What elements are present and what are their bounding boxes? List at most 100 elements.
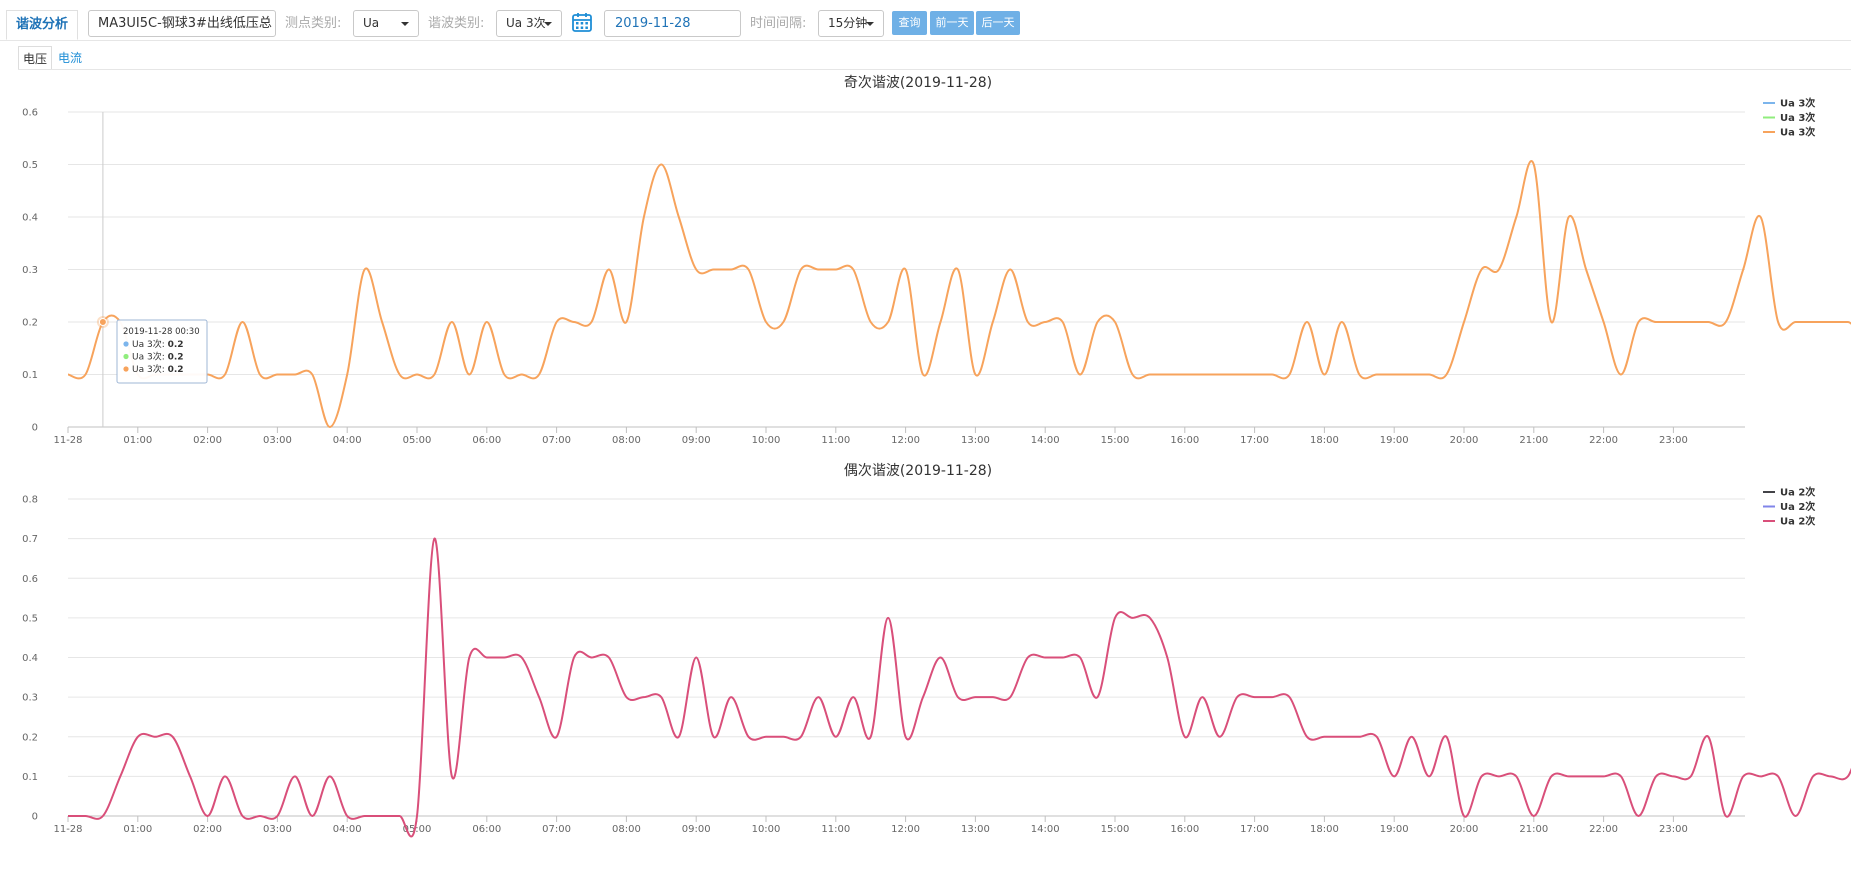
tooltip-row-label: Ua 3次: [132, 363, 168, 375]
x-tick-label: 06:00 [472, 435, 501, 446]
x-tick-label: 16:00 [1170, 435, 1199, 446]
x-tick-label: 06:00 [472, 824, 501, 835]
tooltip-row: Ua 3次: 0.2 [132, 338, 184, 350]
legend-item: Ua 2次 [1780, 515, 1815, 528]
harmonic-type-label: 谐波类别: [428, 16, 485, 31]
series-line-3 [68, 537, 1851, 838]
tooltip-row-label: Ua 3次: [132, 338, 168, 350]
x-tick-label: 14:00 [1031, 824, 1060, 835]
x-tick-label: 18:00 [1310, 435, 1339, 446]
x-tick-label: 04:00 [333, 824, 362, 835]
x-tick-label: 12:00 [891, 435, 920, 446]
y-tick-label: 0.4 [22, 653, 38, 664]
x-tick-label: 01:00 [123, 824, 152, 835]
interval-label: 时间间隔: [750, 16, 807, 31]
y-tick-label: 0.1 [22, 772, 38, 783]
x-tick-label: 05:00 [403, 435, 432, 446]
tooltip-row-value: 0.2 [168, 340, 184, 350]
subtab-divider [18, 69, 1851, 70]
x-tick-label: 15:00 [1101, 435, 1130, 446]
tooltip-row-value: 0.2 [168, 353, 184, 363]
legend-item: Ua 2次 [1780, 500, 1815, 513]
prev-day-button[interactable]: 前一天 [930, 11, 974, 35]
y-tick-label: 0.8 [22, 495, 38, 506]
x-tick-label: 04:00 [333, 435, 362, 446]
legend-item: Ua 3次 [1780, 126, 1815, 139]
y-tick-label: 0.5 [22, 160, 38, 171]
legend-item: Ua 3次 [1780, 97, 1815, 110]
x-tick-label: 15:00 [1101, 824, 1130, 835]
x-tick-label: 19:00 [1380, 824, 1409, 835]
chevron-down-icon [401, 22, 409, 26]
point-type-value: Ua [363, 16, 380, 30]
x-tick-label: 13:00 [961, 824, 990, 835]
y-tick-label: 0.2 [22, 732, 38, 743]
x-tick-label: 11:00 [821, 824, 850, 835]
chart-2: 偶次谐波(2019-11-28) 0 0.1 0.2 0.3 0.4 0.5 0.6 0.7 0.… [22, 463, 1851, 838]
x-tick-label: 09:00 [682, 435, 711, 446]
x-tick-label: 12:00 [891, 824, 920, 835]
x-tick-label: 11:00 [821, 435, 850, 446]
x-tick-label: 18:00 [1310, 824, 1339, 835]
x-tick-label: 22:00 [1589, 435, 1618, 446]
x-tick-label: 10:00 [752, 824, 781, 835]
chart-1: 奇次谐波(2019-11-28) 0 0.1 0.2 0.3 0.4 0.5 0.6 11-28… [22, 74, 1851, 446]
x-tick-label: 20:00 [1450, 435, 1479, 446]
x-tick-label: 17:00 [1240, 824, 1269, 835]
x-tick-label: 23:00 [1659, 435, 1688, 446]
y-tick-label: 0.5 [22, 613, 38, 624]
x-tick-label: 02:00 [193, 435, 222, 446]
series-line-3 [67, 160, 1851, 429]
y-tick-label: 0.6 [22, 108, 38, 119]
x-tick-label: 22:00 [1589, 824, 1618, 835]
x-tick-label: 13:00 [961, 435, 990, 446]
interval-dropdown[interactable]: 15分钟 [818, 10, 884, 37]
x-tick-label: 02:00 [193, 824, 222, 835]
next-day-button[interactable]: 后一天 [976, 11, 1020, 35]
x-tick-label: 03:00 [263, 824, 292, 835]
x-tick-label: 05:00 [403, 824, 432, 835]
chevron-down-icon [544, 22, 552, 26]
x-tick-label: 08:00 [612, 435, 641, 446]
tooltip-row: Ua 3次: 0.2 [132, 363, 184, 375]
y-tick-label: 0 [32, 812, 38, 823]
point-type-dropdown[interactable]: Ua [353, 10, 419, 37]
tooltip-dot [123, 366, 129, 372]
x-tick-label: 01:00 [123, 435, 152, 446]
x-tick-label: 14:00 [1031, 435, 1060, 446]
x-tick-label: 16:00 [1170, 824, 1199, 835]
harmonic-type-dropdown[interactable]: Ua 3次 [496, 10, 562, 37]
legend-item: Ua 3次 [1780, 111, 1815, 124]
toolbar: 谐波分析 MA3UI5C-钢球3#出线低压总 测点类别: Ua 谐波类别: Ua… [0, 0, 1851, 41]
legend-item: Ua 2次 [1780, 486, 1815, 499]
x-tick-label: 03:00 [263, 435, 292, 446]
x-tick-label: 21:00 [1519, 824, 1548, 835]
tooltip-dot [123, 353, 129, 360]
y-tick-label: 0.6 [22, 574, 38, 585]
x-tick-label: 08:00 [612, 824, 641, 835]
station-select-input[interactable]: MA3UI5C-钢球3#出线低压总 [88, 10, 276, 37]
tooltip-time: 2019-11-28 00:30 [123, 327, 200, 337]
calendar-icon[interactable] [571, 11, 593, 35]
x-tick-label: 07:00 [542, 824, 571, 835]
tab-current[interactable]: 电流 [58, 51, 83, 65]
point-type-label: 测点类别: [285, 16, 342, 31]
chart-title: 奇次谐波(2019-11-28) [844, 74, 992, 91]
query-button[interactable]: 查询 [892, 11, 927, 35]
x-tick-label: 07:00 [542, 435, 571, 446]
x-tick-label: 11-28 [53, 435, 82, 446]
tooltip-row-value: 0.2 [168, 365, 184, 375]
tooltip-box [116, 319, 208, 384]
y-tick-label: 0.2 [22, 318, 38, 329]
x-tick-label: 23:00 [1659, 824, 1688, 835]
tab-harmonic-analysis[interactable]: 谐波分析 [6, 10, 78, 40]
x-tick-label: 11-28 [53, 824, 82, 835]
x-tick-label: 20:00 [1450, 824, 1479, 835]
tooltip-dot [123, 341, 129, 347]
date-input[interactable]: 2019-11-28 [604, 10, 741, 37]
harmonic-type-value: Ua 3次 [506, 16, 546, 30]
y-tick-label: 0.4 [22, 213, 38, 224]
x-tick-label: 19:00 [1380, 435, 1409, 446]
y-tick-label: 0 [32, 423, 38, 434]
